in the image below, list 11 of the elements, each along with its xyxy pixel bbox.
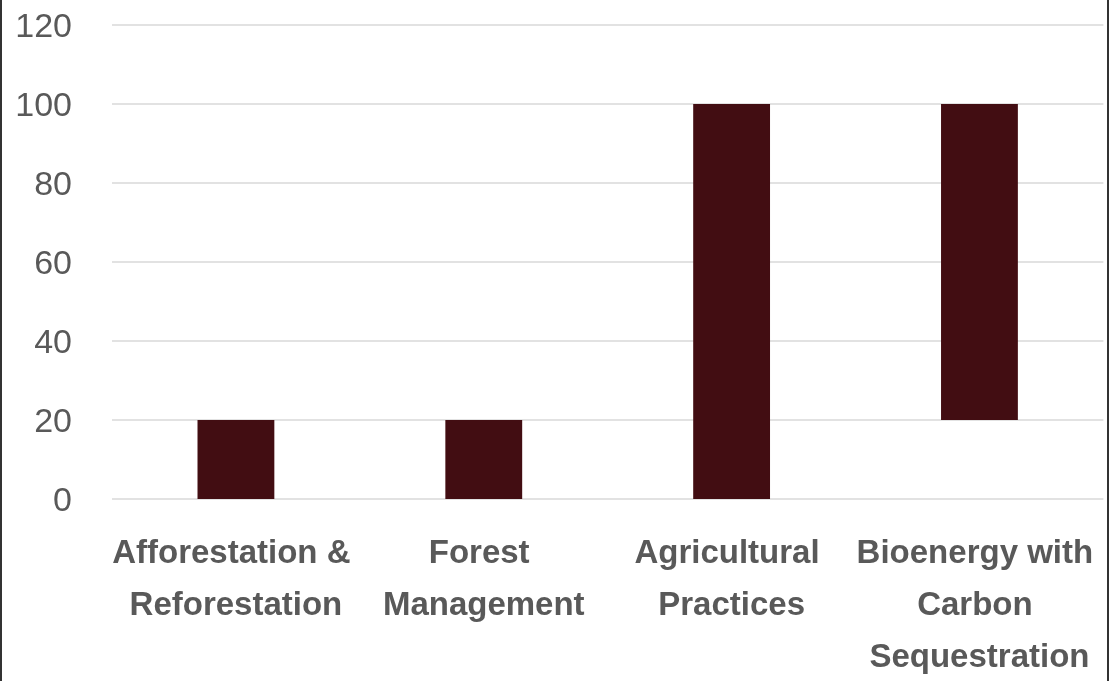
y-tick-label: 20: [34, 401, 72, 439]
y-tick-label: 40: [34, 322, 72, 360]
x-tick-label: Bioenergy with Carbon Sequestration: [856, 532, 1103, 674]
x-tick-label: Forest Management: [382, 532, 585, 622]
y-tick-label: 100: [15, 85, 72, 123]
y-tick-label: 80: [34, 164, 72, 202]
x-tick-label: Afforestation & Reforestation: [112, 532, 360, 622]
y-tick-label: 120: [15, 6, 72, 44]
y-tick-label: 60: [34, 243, 72, 281]
x-tick-label: Agricultural Practices: [634, 532, 829, 622]
y-tick-label: 0: [53, 480, 72, 518]
